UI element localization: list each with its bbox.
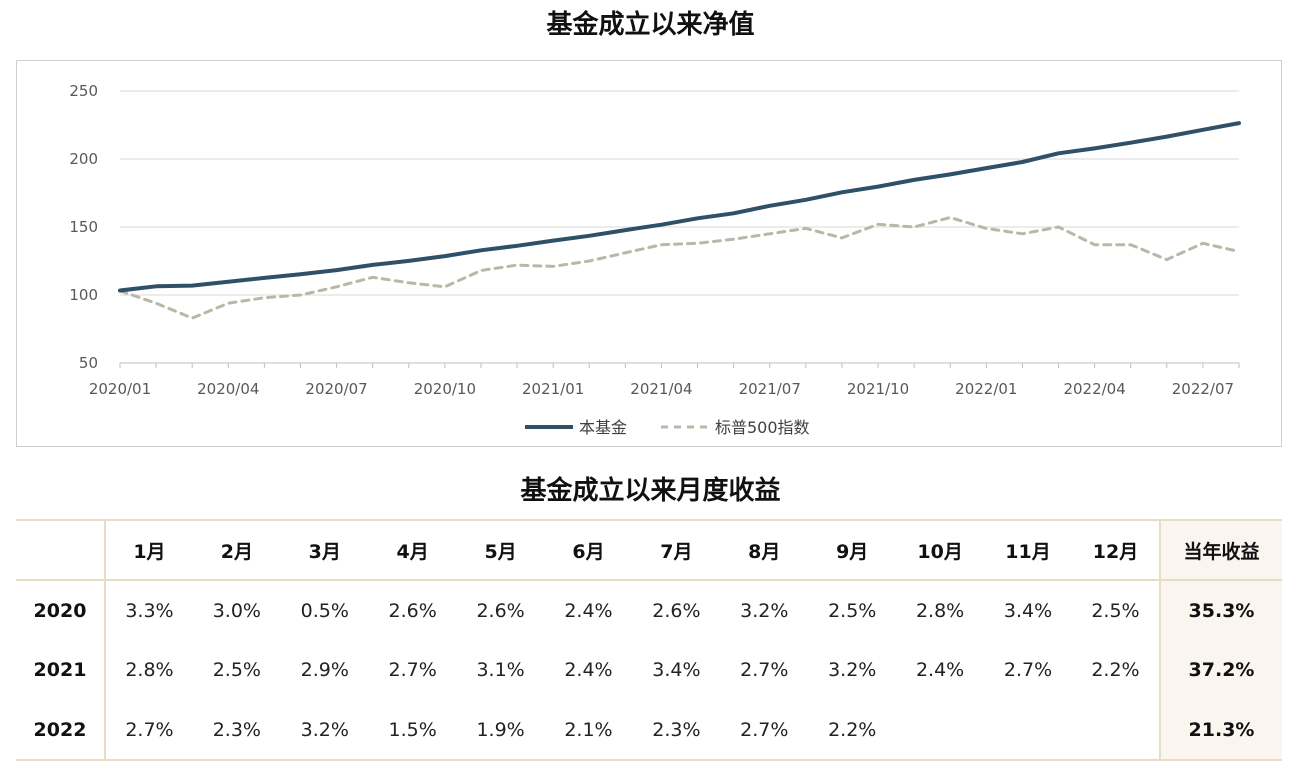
cell-return: 2.7%	[1003, 659, 1053, 681]
cell-return: 3.0%	[212, 599, 261, 622]
y-tick-label: 100	[69, 286, 98, 304]
cell-return: 2.2%	[1091, 659, 1140, 681]
table-row: 2022 2.7% 2.3% 3.2% 1.5% 1.9% 2.1% 2.3% …	[16, 700, 1282, 760]
header-corner	[16, 520, 106, 580]
legend-label: 标普500指数	[715, 418, 810, 437]
cell-return: 2.8%	[125, 659, 174, 681]
cell-return: 2.6%	[476, 599, 525, 622]
cell-return: 3.2%	[740, 599, 789, 622]
row-year: 2022	[16, 700, 106, 760]
y-tick-label: 250	[69, 82, 98, 100]
header-month: 7月	[660, 540, 693, 563]
cell-return: 3.3%	[125, 599, 174, 622]
x-tick-label: 2021/04	[630, 380, 692, 398]
cell-return: 2.8%	[915, 599, 965, 622]
monthly-returns-table: 1月 2月 3月 4月 5月 6月 7月 8月 9月 10月 11月 12月 当…	[16, 519, 1282, 761]
cell-return: 3.2%	[300, 718, 349, 741]
header-month: 5月	[484, 540, 517, 563]
x-tick-label: 2020/07	[305, 380, 367, 398]
x-tick-label: 2022/04	[1063, 380, 1125, 398]
table-row: 2020 3.3% 3.0% 0.5% 2.6% 2.6% 2.4% 2.6% …	[16, 580, 1282, 640]
cell-return	[1072, 700, 1160, 760]
header-month: 12月	[1092, 540, 1139, 563]
cell-return: 2.3%	[212, 718, 261, 741]
cell-return: 3.1%	[476, 659, 525, 681]
cell-return: 3.4%	[652, 659, 701, 681]
table-title: 基金成立以来月度收益	[520, 476, 781, 506]
cell-return: 2.4%	[564, 599, 613, 622]
x-tick-label: 2020/10	[414, 380, 476, 398]
x-tick-label: 2020/04	[197, 380, 259, 398]
cell-return: 2.5%	[1091, 599, 1140, 622]
cell-return: 2.4%	[564, 659, 613, 681]
cell-return: 2.7%	[740, 718, 789, 741]
x-tick-label: 2022/01	[955, 380, 1017, 398]
cell-return: 2.9%	[300, 659, 349, 681]
cell-annual-return: 21.3%	[1159, 700, 1282, 760]
header-month: 11月	[1005, 540, 1051, 563]
header-month: 9月	[836, 540, 869, 563]
x-tick-label: 2021/10	[847, 380, 909, 398]
series-line-sp500	[118, 216, 1241, 320]
header-month: 8月	[748, 540, 781, 563]
cell-return	[896, 700, 984, 760]
header-month: 3月	[308, 540, 341, 563]
cell-return: 2.1%	[564, 718, 613, 741]
table-row: 2021 2.8% 2.5% 2.9% 2.7% 3.1% 2.4% 3.4% …	[16, 640, 1282, 700]
cell-annual-return: 37.2%	[1159, 640, 1282, 700]
legend-label: 本基金	[579, 418, 627, 437]
cell-return: 2.6%	[388, 599, 437, 622]
series-line-fund	[118, 121, 1241, 293]
cell-return: 2.7%	[740, 659, 789, 681]
cell-return: 2.4%	[915, 659, 965, 681]
cell-return: 3.2%	[828, 659, 877, 681]
y-tick-label: 200	[69, 150, 98, 168]
cell-return: 1.9%	[476, 718, 525, 741]
y-tick-label: 50	[79, 354, 98, 372]
x-tick-label: 2021/07	[739, 380, 801, 398]
cell-return: 3.4%	[1003, 599, 1053, 622]
x-tick-label: 2020/01	[89, 380, 151, 398]
header-month: 1月	[133, 540, 166, 563]
x-tick-label: 2021/01	[522, 380, 584, 398]
header-month: 2月	[220, 540, 253, 563]
cell-return: 0.5%	[300, 599, 349, 622]
y-tick-label: 150	[69, 218, 98, 236]
x-tick-label: 2022/07	[1172, 380, 1234, 398]
chart-title: 基金成立以来净值	[546, 10, 755, 40]
row-year: 2021	[16, 640, 106, 700]
cell-annual-return: 35.3%	[1159, 580, 1282, 640]
cell-return: 2.7%	[388, 659, 437, 681]
header-annual-return: 当年收益	[1159, 520, 1282, 580]
cell-return	[984, 700, 1072, 760]
header-month: 4月	[396, 540, 429, 563]
cell-return: 2.5%	[828, 599, 877, 622]
cell-return: 2.3%	[652, 718, 701, 741]
cell-return: 2.5%	[212, 659, 261, 681]
header-month: 6月	[572, 540, 605, 563]
header-month: 10月	[917, 540, 963, 563]
cell-return: 2.2%	[828, 718, 877, 741]
cell-return: 2.6%	[652, 599, 701, 622]
line-chart: 50 100 150 200 250 2020/01 2020/04 2020/07 2020/…	[69, 82, 1241, 437]
cell-return: 1.5%	[388, 718, 437, 741]
row-year: 2020	[16, 580, 106, 640]
cell-return: 2.7%	[125, 718, 174, 741]
table-header-row: 1月 2月 3月 4月 5月 6月 7月 8月 9月 10月 11月 12月 当…	[16, 520, 1282, 580]
chart-panel: 50 100 150 200 250 2020/01 2020/04 2020/07 2020/…	[16, 60, 1282, 447]
